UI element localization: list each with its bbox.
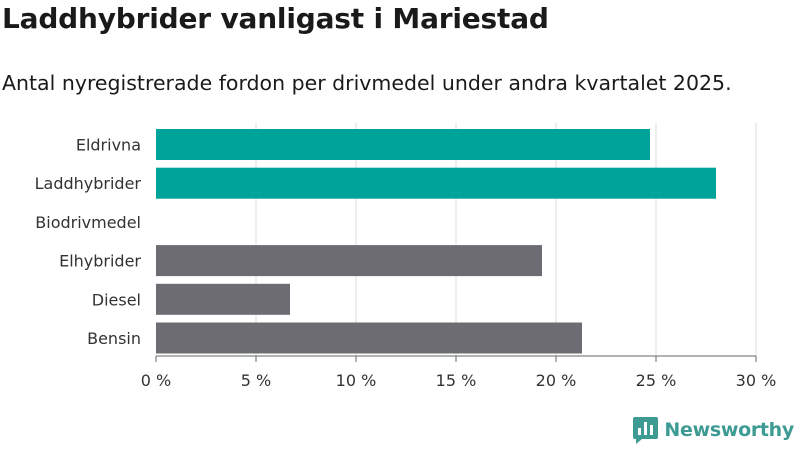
chart-title: Laddhybrider vanligast i Mariestad [2, 2, 549, 35]
x-tick-label: 30 % [736, 371, 777, 390]
x-tick-label: 20 % [536, 371, 577, 390]
category-label-diesel: Diesel [92, 290, 141, 309]
newsworthy-logo: Newsworthy [633, 416, 794, 444]
x-tick-label: 10 % [336, 371, 377, 390]
bar-elhybrider [156, 245, 542, 277]
bar-laddhybrider [156, 167, 716, 199]
bars [156, 129, 716, 354]
tick-labels: 0 % 5 % 10 % 15 % 20 % 25 % 30 % [141, 371, 777, 390]
category-labels: Eldrivna Laddhybrider Biodrivmedel Elhybrid… [35, 136, 142, 349]
x-tick-label: 15 % [436, 371, 477, 390]
category-label-laddhybrider: Laddhybrider [35, 174, 142, 193]
x-tick-label: 5 % [241, 371, 271, 390]
x-tick-label: 0 % [141, 371, 171, 390]
category-label-bensin: Bensin [87, 329, 141, 348]
category-label-eldrivna: Eldrivna [76, 136, 141, 155]
category-label-elhybrider: Elhybrider [59, 252, 141, 271]
newsworthy-logo-icon [633, 416, 659, 444]
newsworthy-logo-text: Newsworthy [664, 419, 794, 441]
chart-subtitle: Antal nyregistrerade fordon per drivmede… [2, 71, 732, 95]
bar-diesel [156, 283, 290, 315]
category-label-biodrivmedel: Biodrivmedel [35, 213, 141, 232]
x-tick-label: 25 % [636, 371, 677, 390]
grid-lines [255, 123, 757, 356]
bar-bensin [156, 322, 582, 354]
x-axis [155, 355, 757, 362]
bar-eldrivna [156, 129, 650, 160]
